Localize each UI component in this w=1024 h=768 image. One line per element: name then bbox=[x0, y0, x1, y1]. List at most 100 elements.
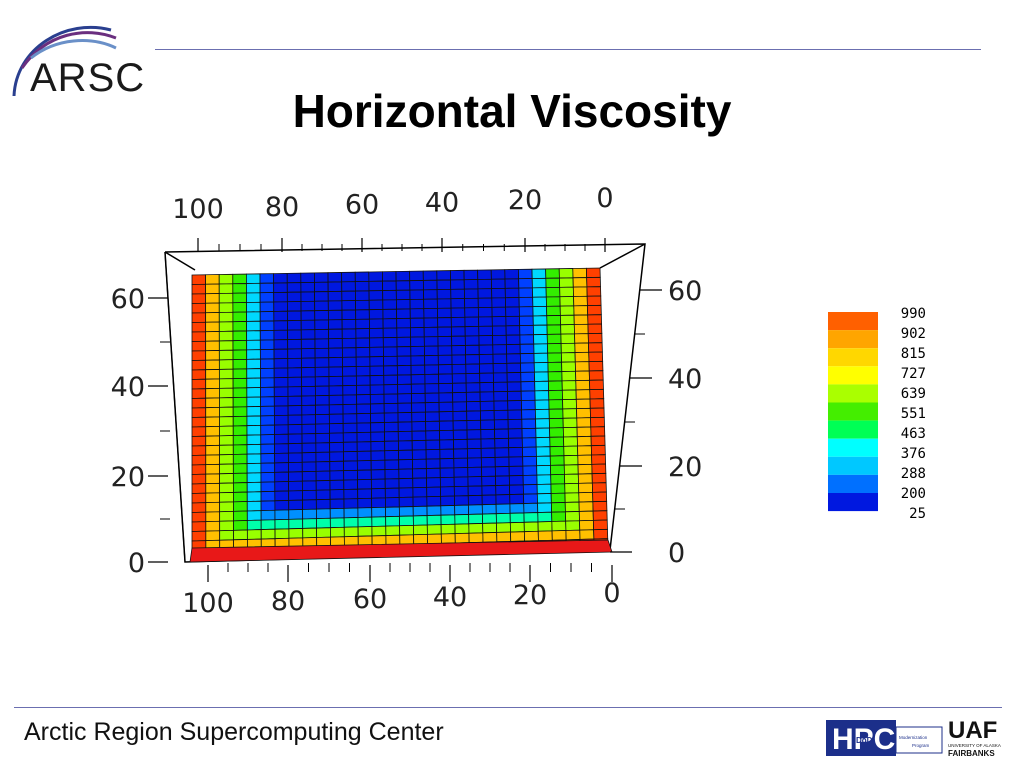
surface-cell bbox=[453, 438, 468, 450]
left-axis-tick-label: 40 bbox=[111, 372, 145, 403]
surface-cell bbox=[370, 450, 386, 461]
surface-cell bbox=[384, 487, 400, 499]
surface-cell bbox=[536, 474, 552, 485]
surface-cell bbox=[523, 521, 539, 533]
surface-cell bbox=[451, 335, 466, 347]
surface-cell bbox=[426, 505, 442, 516]
surface-cell bbox=[591, 472, 607, 484]
surface-cell bbox=[521, 437, 537, 448]
surface-cell bbox=[233, 529, 248, 541]
bottom-axis-tick-label: 40 bbox=[433, 582, 467, 613]
surface-cell bbox=[205, 511, 221, 523]
surface-cell bbox=[232, 377, 248, 389]
surface-cell bbox=[205, 274, 220, 285]
surface-cell bbox=[260, 396, 275, 407]
surface-cell bbox=[396, 317, 411, 329]
surface-cell bbox=[562, 398, 577, 410]
surface-cell bbox=[246, 292, 261, 303]
surface-cell bbox=[191, 369, 207, 380]
surface-cell bbox=[589, 398, 605, 409]
surface-cell bbox=[574, 361, 590, 372]
surface-cell bbox=[467, 476, 483, 487]
surface-cell bbox=[436, 288, 452, 300]
surface-cell bbox=[246, 339, 261, 351]
surface-cell bbox=[314, 376, 330, 387]
surface-cell bbox=[452, 382, 467, 394]
surface-cell bbox=[454, 532, 470, 544]
surface-cell bbox=[561, 361, 576, 372]
surface-cell bbox=[356, 441, 372, 452]
surface-cell bbox=[590, 435, 606, 447]
surface-cell bbox=[274, 462, 289, 473]
surface-cell bbox=[397, 440, 413, 451]
surface-cell bbox=[549, 436, 565, 448]
surface-cell bbox=[561, 389, 577, 401]
surface-cell bbox=[259, 292, 275, 303]
surface-cell bbox=[463, 269, 479, 281]
surface-cell bbox=[398, 459, 413, 470]
surface-cell bbox=[425, 411, 440, 422]
surface-cell bbox=[436, 298, 452, 309]
surface-cell bbox=[482, 532, 498, 543]
surface-cell bbox=[518, 287, 534, 298]
right-axis-tick-label: 20 bbox=[668, 452, 702, 483]
surface-cell bbox=[520, 381, 536, 392]
surface-cell bbox=[509, 512, 525, 524]
surface-cell bbox=[593, 528, 609, 540]
surface-cell bbox=[191, 407, 207, 418]
surface-cell bbox=[342, 432, 358, 443]
surface-cell bbox=[453, 485, 469, 497]
surface-cell bbox=[436, 270, 451, 281]
surface-cell bbox=[507, 390, 522, 402]
surface-cell bbox=[191, 502, 207, 513]
surface-cell bbox=[369, 327, 384, 339]
surface-cell bbox=[436, 279, 452, 291]
surface-cell bbox=[410, 345, 425, 357]
surface-cell bbox=[495, 494, 511, 505]
surface-cell bbox=[246, 500, 262, 512]
surface-cell bbox=[423, 336, 439, 347]
surface-cell bbox=[522, 474, 538, 486]
surface-cell bbox=[519, 343, 535, 355]
surface-cell bbox=[410, 327, 425, 338]
surface-cell bbox=[301, 385, 316, 397]
surface-cell bbox=[300, 319, 316, 331]
surface-cell bbox=[357, 497, 373, 509]
surface-cell bbox=[287, 367, 302, 378]
surface-cell bbox=[246, 510, 262, 521]
surface-cell bbox=[535, 418, 550, 429]
surface-cell bbox=[466, 419, 482, 431]
hpc-logo-text: HPC bbox=[832, 723, 895, 756]
surface-cell bbox=[354, 280, 370, 292]
surface-cell bbox=[587, 304, 602, 316]
surface-cell bbox=[534, 380, 550, 392]
surface-cell bbox=[218, 378, 234, 389]
surface-cell bbox=[232, 283, 247, 294]
surface-cell bbox=[495, 503, 511, 515]
surface-cell bbox=[343, 488, 359, 500]
surface-cell bbox=[494, 428, 509, 440]
surface-cell bbox=[205, 406, 220, 418]
surface-cell bbox=[585, 267, 601, 278]
surface-cell bbox=[549, 445, 565, 457]
surface-cell bbox=[467, 485, 483, 497]
surface-cell bbox=[518, 306, 534, 317]
top-axis-tick-label: 80 bbox=[265, 192, 299, 223]
surface-cell bbox=[410, 364, 426, 376]
surface-cell bbox=[341, 300, 357, 311]
bottom-axis-tick-label: 0 bbox=[603, 578, 620, 609]
surface-cell bbox=[260, 377, 275, 388]
surface-cell bbox=[260, 471, 276, 483]
surface-cell bbox=[586, 286, 602, 297]
surface-cell bbox=[273, 367, 289, 379]
surface-cell bbox=[260, 367, 275, 379]
surface-cell bbox=[481, 503, 497, 515]
surface-cell bbox=[383, 384, 399, 395]
surface-cell bbox=[439, 429, 454, 441]
surface-cell bbox=[397, 374, 412, 385]
surface-cell bbox=[395, 289, 411, 301]
surface-cell bbox=[517, 268, 533, 280]
surface-cell bbox=[574, 351, 590, 363]
surface-cell bbox=[563, 454, 579, 466]
surface-cell bbox=[576, 417, 592, 428]
